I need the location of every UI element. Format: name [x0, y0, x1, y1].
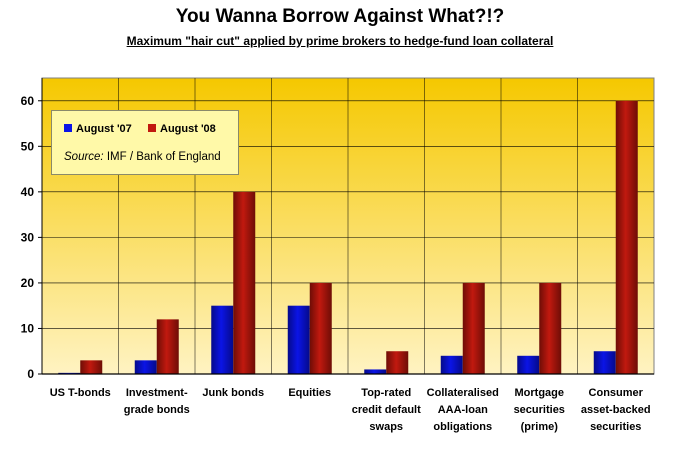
category-label-line: grade bonds: [124, 404, 190, 416]
y-tick-labels: 0 10 20 30 40 50 60: [21, 94, 35, 381]
legend-label-aug07: August '07: [76, 123, 132, 135]
category-label-line: securities: [590, 421, 641, 433]
category-label-line: Investment-: [126, 387, 188, 399]
y-tick-label: 30: [21, 230, 35, 244]
category-label-line: US T-bonds: [50, 387, 111, 399]
x-category-label: Mortgage securities (prime): [514, 387, 565, 433]
bar-aug08: [615, 100, 638, 375]
y-tick-label: 60: [21, 94, 35, 108]
bar-aug08: [80, 360, 103, 374]
bar-aug08: [539, 282, 562, 374]
bar-aug07: [211, 305, 234, 374]
x-category-labels: US T-bonds Investment-grade bonds Junk bon…: [50, 387, 651, 433]
bar-aug08: [309, 282, 332, 374]
x-category-label: US T-bonds: [50, 387, 111, 399]
x-category-label: Junk bonds: [202, 387, 264, 399]
bar-aug07: [134, 360, 157, 374]
bar-aug07: [517, 355, 540, 374]
y-tick-label: 50: [21, 139, 35, 153]
y-tick-label: 20: [21, 276, 35, 290]
x-category-label: Investment-grade bonds: [124, 387, 190, 416]
x-category-label: Consumer asset-backed securities: [581, 387, 651, 433]
category-label-line: Junk bonds: [202, 387, 264, 399]
legend-swatch-aug08: [148, 124, 156, 132]
category-label-line: asset-backed: [581, 404, 651, 416]
category-label-line: credit default: [352, 404, 421, 416]
category-label-line: swaps: [369, 421, 403, 433]
source-note: Source: IMF / Bank of England: [64, 151, 221, 163]
source-label: Source:: [64, 151, 104, 163]
category-label-line: (prime): [521, 421, 559, 433]
y-tick-label: 0: [27, 367, 34, 381]
category-label-line: Consumer: [589, 387, 644, 399]
source-text: IMF / Bank of England: [106, 151, 221, 163]
chart-title: You Wanna Borrow Against What?!?: [175, 6, 505, 27]
chart-subtitle: Maximum "hair cut" applied by prime brok…: [126, 34, 554, 48]
y-tick-label: 40: [21, 185, 35, 199]
bar-aug07: [287, 305, 310, 374]
y-tick-label: 10: [21, 321, 35, 335]
x-category-label: Equities: [288, 387, 331, 399]
axes: [38, 78, 654, 375]
bar-aug07: [593, 351, 616, 374]
legend: August '07 August '08 Source: IMF / Bank…: [51, 110, 239, 175]
bar-aug07: [364, 369, 387, 374]
category-label-line: Top-rated: [361, 387, 411, 399]
bar-aug07: [440, 355, 463, 374]
legend-label-aug08: August '08: [160, 123, 216, 135]
category-label-line: securities: [514, 404, 565, 416]
bar-aug08: [156, 319, 179, 374]
bars: [58, 100, 638, 375]
x-category-label: Top-rated credit default swaps: [352, 387, 421, 433]
legend-swatch-aug07: [64, 124, 72, 132]
legend-item-aug07: August '07: [64, 123, 132, 135]
category-label-line: Mortgage: [515, 387, 565, 399]
bar-aug08: [386, 351, 409, 374]
legend-item-aug08: August '08: [148, 123, 216, 135]
category-label-line: Collateralised: [427, 387, 499, 399]
category-label-line: AAA-loan: [438, 404, 488, 416]
bar-aug08: [233, 191, 256, 374]
category-label-line: Equities: [288, 387, 331, 399]
x-category-label: Collateralised AAA-loan obligations: [427, 387, 499, 433]
category-label-line: obligations: [433, 421, 492, 433]
bar-aug08: [462, 282, 485, 374]
